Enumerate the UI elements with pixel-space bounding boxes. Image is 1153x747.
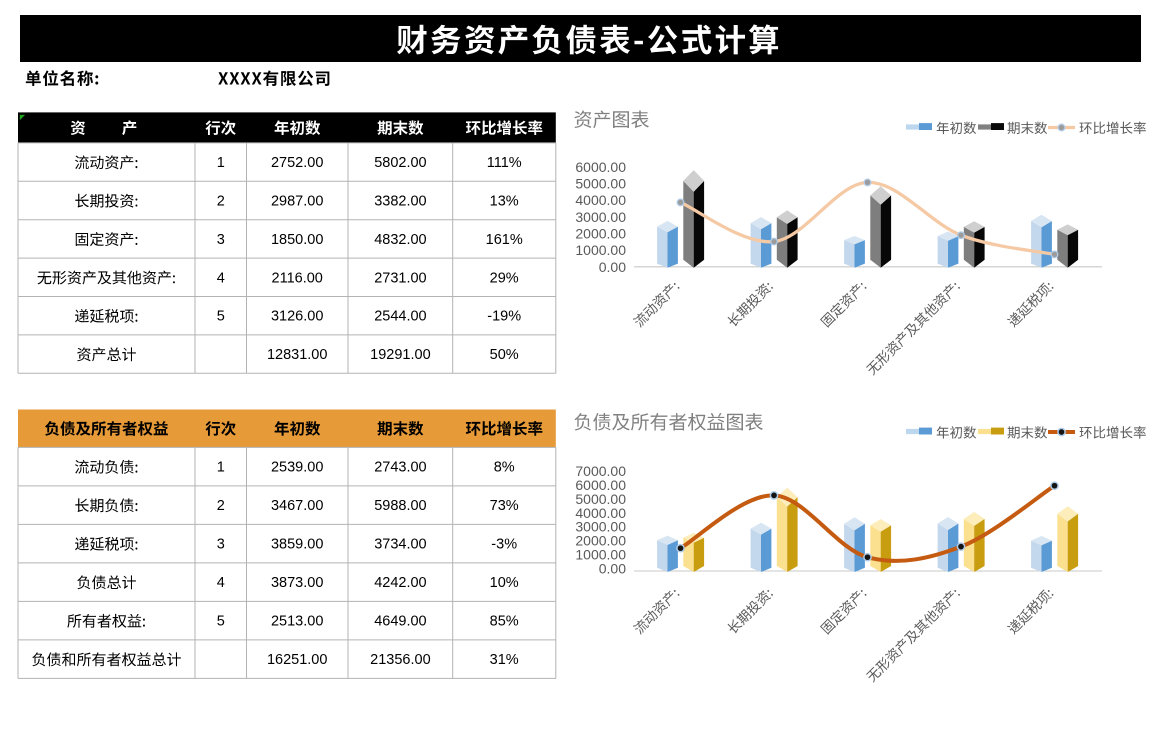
svg-text:1000.00: 1000.00 [575, 242, 626, 258]
svg-text:6000.00: 6000.00 [575, 159, 626, 175]
svg-text:13%: 13% [490, 194, 519, 210]
svg-text:2116.00: 2116.00 [272, 270, 323, 286]
svg-text:2: 2 [217, 498, 225, 514]
svg-text:3: 3 [217, 537, 225, 553]
svg-text:-3%: -3% [491, 537, 517, 553]
svg-text:2000.00: 2000.00 [575, 226, 626, 242]
svg-text:111%: 111% [487, 155, 522, 171]
svg-text:73%: 73% [490, 498, 519, 514]
svg-text:12831.00: 12831.00 [267, 347, 327, 363]
svg-text:2000.00: 2000.00 [575, 533, 626, 549]
svg-text:2731.00: 2731.00 [374, 270, 426, 286]
svg-text:5: 5 [217, 614, 225, 630]
svg-text:3873.00: 3873.00 [271, 575, 323, 591]
svg-text:19291.00: 19291.00 [370, 347, 430, 363]
svg-text:3382.00: 3382.00 [374, 194, 426, 210]
svg-text:3859.00: 3859.00 [271, 537, 323, 553]
svg-text:3734.00: 3734.00 [374, 537, 426, 553]
svg-text:3: 3 [217, 232, 225, 248]
svg-text:4242.00: 4242.00 [374, 575, 426, 591]
svg-text:4000.00: 4000.00 [575, 192, 626, 208]
svg-text:1850.00: 1850.00 [271, 232, 323, 248]
svg-text:4832.00: 4832.00 [374, 232, 426, 248]
svg-text:5: 5 [217, 309, 225, 325]
svg-text:0.00: 0.00 [599, 561, 626, 577]
svg-text:2752.00: 2752.00 [271, 155, 323, 171]
svg-text:6000.00: 6000.00 [575, 477, 626, 493]
svg-text:4: 4 [217, 575, 225, 591]
svg-text:3000.00: 3000.00 [575, 209, 626, 225]
svg-text:8%: 8% [494, 460, 515, 476]
svg-text:50%: 50% [490, 347, 519, 363]
svg-text:1: 1 [217, 460, 225, 476]
svg-text:3126.00: 3126.00 [271, 309, 323, 325]
svg-text:29%: 29% [490, 270, 519, 286]
svg-text:5000.00: 5000.00 [575, 491, 626, 507]
svg-text:5988.00: 5988.00 [374, 498, 426, 514]
svg-text:5000.00: 5000.00 [575, 175, 626, 191]
svg-text:0.00: 0.00 [599, 259, 626, 275]
svg-text:21356.00: 21356.00 [370, 652, 430, 668]
svg-text:10%: 10% [490, 575, 519, 591]
svg-text:31%: 31% [490, 652, 519, 668]
svg-text:2513.00: 2513.00 [271, 614, 323, 630]
svg-text:5802.00: 5802.00 [374, 155, 426, 171]
svg-text:1: 1 [217, 155, 225, 171]
svg-text:16251.00: 16251.00 [267, 652, 327, 668]
svg-text:7000.00: 7000.00 [575, 463, 626, 479]
svg-text:2539.00: 2539.00 [271, 460, 323, 476]
svg-text:3000.00: 3000.00 [575, 519, 626, 535]
svg-text:3467.00: 3467.00 [271, 498, 323, 514]
svg-text:-19%: -19% [487, 309, 521, 325]
svg-text:4: 4 [217, 270, 225, 286]
svg-text:161%: 161% [486, 232, 523, 248]
svg-text:4000.00: 4000.00 [575, 505, 626, 521]
svg-text:2544.00: 2544.00 [374, 309, 426, 325]
svg-text:2743.00: 2743.00 [374, 460, 426, 476]
svg-text:85%: 85% [490, 614, 519, 630]
svg-text:2987.00: 2987.00 [271, 194, 323, 210]
svg-text:2: 2 [217, 194, 225, 210]
svg-text:1000.00: 1000.00 [575, 547, 626, 563]
svg-text:4649.00: 4649.00 [374, 614, 426, 630]
